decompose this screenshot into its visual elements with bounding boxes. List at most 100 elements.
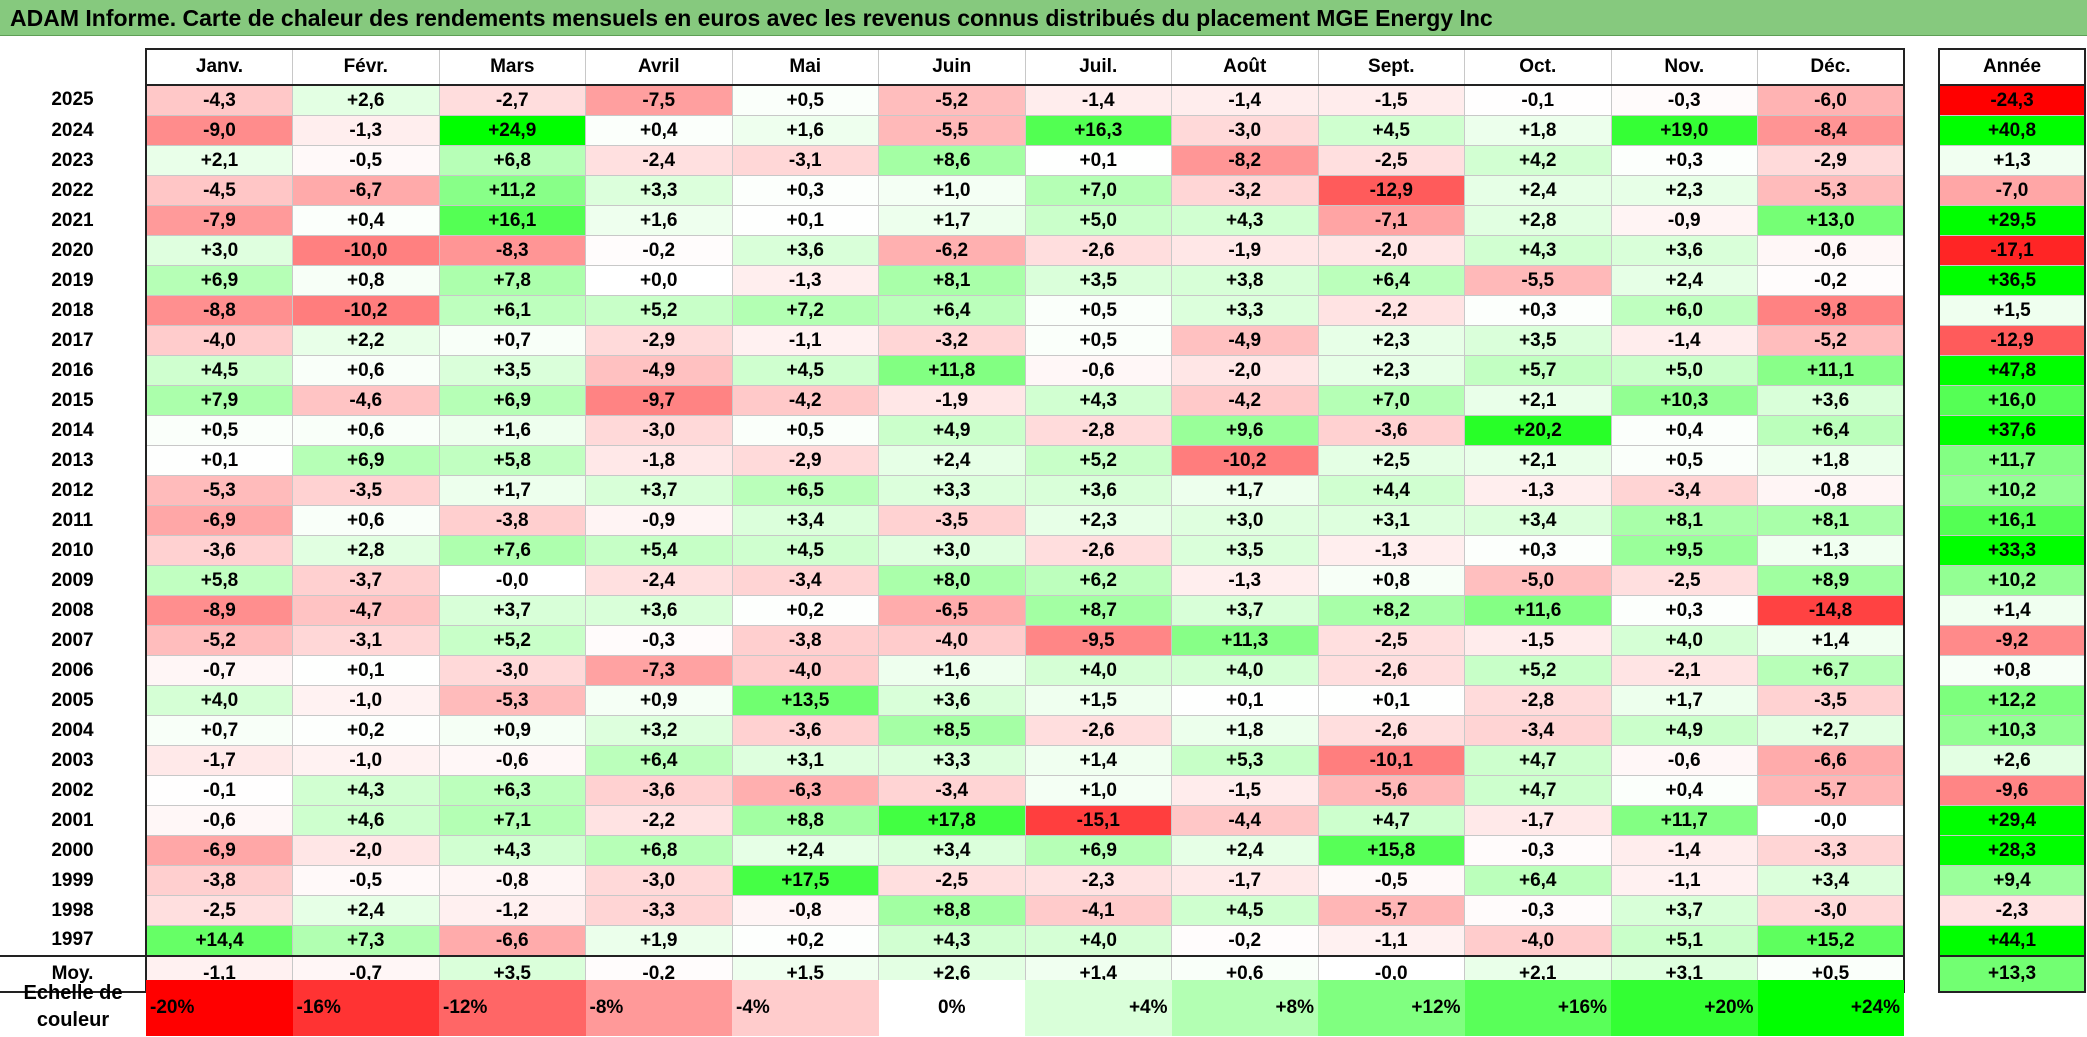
- year-label: 2024: [0, 115, 146, 146]
- heatmap-cell: +7,2: [731, 295, 879, 326]
- heatmap-cell: +4,5: [145, 355, 293, 386]
- heatmap-cell: +0,7: [438, 325, 586, 356]
- heatmap-cell: -3,0: [1757, 895, 1905, 926]
- heatmap-cell: -1,4: [1610, 835, 1758, 866]
- heatmap-cell: -0,5: [292, 145, 440, 176]
- heatmap-cell: +3,7: [1171, 595, 1319, 626]
- heatmap-cell: +3,5: [1024, 265, 1172, 296]
- year-label: 2014: [0, 415, 146, 446]
- heatmap-cell: +0,3: [1610, 595, 1758, 626]
- heatmap-cell: -1,5: [1464, 625, 1612, 656]
- scale-swatch: +24%: [1757, 980, 1904, 1036]
- heatmap-cell: -6,9: [145, 835, 293, 866]
- heatmap-cell: -4,0: [1464, 925, 1612, 957]
- heatmap-cell: +4,5: [731, 355, 879, 386]
- heatmap-cell: -2,6: [1024, 235, 1172, 266]
- heatmap-cell: -10,2: [292, 295, 440, 326]
- heatmap-cell: -8,3: [438, 235, 586, 266]
- heatmap-cell: +11,1: [1757, 355, 1905, 386]
- month-header: Juin: [878, 48, 1026, 86]
- heatmap-cell: +1,8: [1464, 115, 1612, 146]
- scale-swatch: -8%: [585, 980, 732, 1036]
- heatmap-cell: +5,2: [1464, 655, 1612, 686]
- heatmap-cell: +2,7: [1757, 715, 1905, 746]
- month-header: Sept.: [1317, 48, 1465, 86]
- heatmap-cell: +3,0: [878, 535, 1026, 566]
- year-label: 2021: [0, 205, 146, 236]
- heatmap-cell: +5,1: [1610, 925, 1758, 957]
- heatmap-cell: -1,8: [585, 445, 733, 476]
- month-header: Nov.: [1610, 48, 1758, 86]
- annual-cell: +11,7: [1938, 445, 2086, 476]
- heatmap-cell: +0,3: [731, 175, 879, 206]
- heatmap-cell: -0,2: [585, 235, 733, 266]
- heatmap-cell: -1,5: [1317, 84, 1465, 116]
- heatmap-cell: +3,4: [1757, 865, 1905, 896]
- heatmap-cell: -0,6: [1610, 745, 1758, 776]
- heatmap-cell: +4,6: [292, 805, 440, 836]
- heatmap-cell: +8,7: [1024, 595, 1172, 626]
- heatmap-cell: -1,3: [1317, 535, 1465, 566]
- heatmap-cell: +11,2: [438, 175, 586, 206]
- year-label: 1999: [0, 865, 146, 896]
- annual-cell: +10,2: [1938, 475, 2086, 506]
- heatmap-cell: -3,0: [585, 415, 733, 446]
- heatmap-cell: +14,4: [145, 925, 293, 957]
- heatmap-cell: +1,6: [438, 415, 586, 446]
- heatmap-cell: -2,5: [1317, 625, 1465, 656]
- heatmap-cell: -14,8: [1757, 595, 1905, 626]
- heatmap-cell: -5,7: [1317, 895, 1465, 926]
- year-label: 2007: [0, 625, 146, 656]
- heatmap-cell: +2,3: [1317, 355, 1465, 386]
- heatmap-cell: -3,5: [292, 475, 440, 506]
- heatmap-cell: +1,7: [1610, 685, 1758, 716]
- heatmap-cell: +6,0: [1610, 295, 1758, 326]
- heatmap-cell: +0,5: [1024, 325, 1172, 356]
- heatmap-cell: -0,8: [438, 865, 586, 896]
- heatmap-cell: +3,6: [1757, 385, 1905, 416]
- heatmap-cell: +3,8: [1171, 265, 1319, 296]
- heatmap-cell: +2,5: [1317, 445, 1465, 476]
- annual-cell: -12,9: [1938, 325, 2086, 356]
- annual-cell: +1,4: [1938, 595, 2086, 626]
- heatmap-cell: -7,1: [1317, 205, 1465, 236]
- heatmap-cell: +4,0: [1024, 925, 1172, 957]
- heatmap-cell: -0,6: [145, 805, 293, 836]
- heatmap-cell: -0,1: [145, 775, 293, 806]
- annual-cell: -9,6: [1938, 775, 2086, 806]
- heatmap-cell: -2,8: [1024, 415, 1172, 446]
- heatmap-cell: -1,1: [1610, 865, 1758, 896]
- heatmap-cell: -5,2: [145, 625, 293, 656]
- heatmap-cell: +3,4: [878, 835, 1026, 866]
- heatmap-cell: +4,4: [1317, 475, 1465, 506]
- year-label: 2011: [0, 505, 146, 536]
- heatmap-cell: +4,3: [878, 925, 1026, 957]
- heatmap-cell: +1,7: [438, 475, 586, 506]
- heatmap-cell: -8,9: [145, 595, 293, 626]
- heatmap-cell: -3,8: [438, 505, 586, 536]
- heatmap-cell: +0,6: [292, 355, 440, 386]
- heatmap-cell: -5,5: [878, 115, 1026, 146]
- heatmap-cell: +5,2: [438, 625, 586, 656]
- heatmap-cell: +15,8: [1317, 835, 1465, 866]
- heatmap-cell: +6,3: [438, 775, 586, 806]
- heatmap-cell: +24,9: [438, 115, 586, 146]
- annual-cell: +2,6: [1938, 745, 2086, 776]
- heatmap-cell: +7,9: [145, 385, 293, 416]
- heatmap-cell: +4,5: [1317, 115, 1465, 146]
- annual-cell: +44,1: [1938, 925, 2086, 957]
- heatmap-cell: -0,7: [145, 655, 293, 686]
- heatmap-cell: +6,9: [292, 445, 440, 476]
- heatmap-cell: +4,0: [145, 685, 293, 716]
- heatmap-cell: +3,6: [878, 685, 1026, 716]
- heatmap-cell: +5,0: [1610, 355, 1758, 386]
- heatmap-cell: +13,5: [731, 685, 879, 716]
- heatmap-cell: -1,1: [1317, 925, 1465, 957]
- heatmap-cell: +3,2: [585, 715, 733, 746]
- annual-cell: +33,3: [1938, 535, 2086, 566]
- heatmap-cell: +3,6: [1610, 235, 1758, 266]
- heatmap-cell: -2,9: [731, 445, 879, 476]
- heatmap-cell: +3,4: [1464, 505, 1612, 536]
- heatmap-cell: +5,4: [585, 535, 733, 566]
- heatmap-cell: +5,7: [1464, 355, 1612, 386]
